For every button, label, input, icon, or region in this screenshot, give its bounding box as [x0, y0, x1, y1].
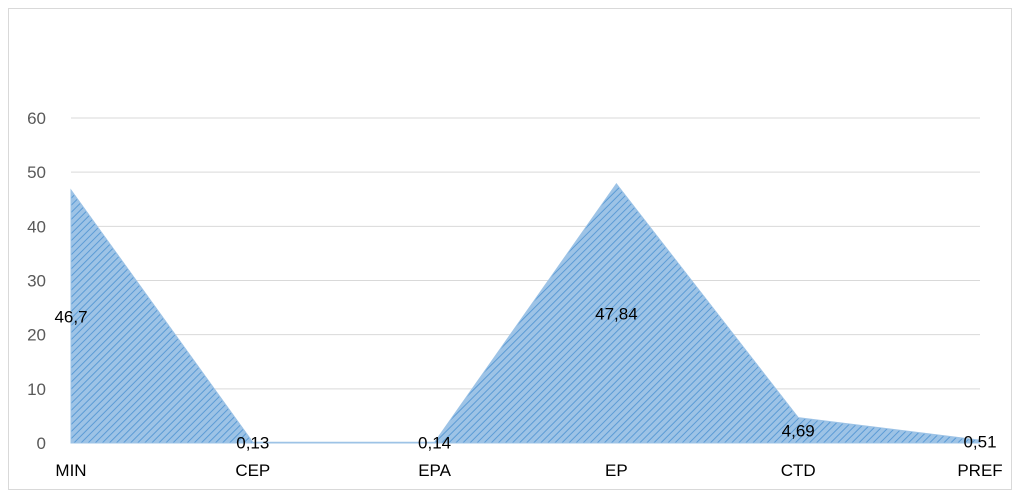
y-tick-label: 60: [27, 109, 46, 128]
x-axis-categories: MIN CEP EPA EP CTD PREF: [55, 461, 1002, 480]
x-category-label: EP: [605, 461, 628, 480]
x-category-label: PREF: [957, 461, 1002, 480]
data-label: 47,84: [595, 304, 638, 323]
y-axis-ticks: 0 10 20 30 40 50 60: [27, 109, 46, 453]
y-tick-label: 30: [27, 272, 46, 291]
area-series: [70, 183, 981, 444]
data-label: 0,51: [963, 433, 996, 452]
data-label: 4,69: [782, 421, 815, 440]
x-category-label: MIN: [55, 461, 86, 480]
area-fill: [70, 183, 981, 444]
y-tick-label: 0: [37, 434, 46, 453]
x-category-label: EPA: [418, 461, 451, 480]
data-label: 0,14: [418, 434, 451, 453]
y-tick-label: 20: [27, 326, 46, 345]
data-label: 46,7: [54, 308, 87, 327]
x-category-label: CTD: [781, 461, 816, 480]
x-category-label: CEP: [235, 461, 270, 480]
y-tick-label: 10: [27, 380, 46, 399]
data-labels: 46,7 0,13 0,14 47,84 4,69 0,51: [54, 304, 996, 452]
y-tick-label: 40: [27, 217, 46, 236]
y-tick-label: 50: [27, 163, 46, 182]
data-label: 0,13: [236, 434, 269, 453]
